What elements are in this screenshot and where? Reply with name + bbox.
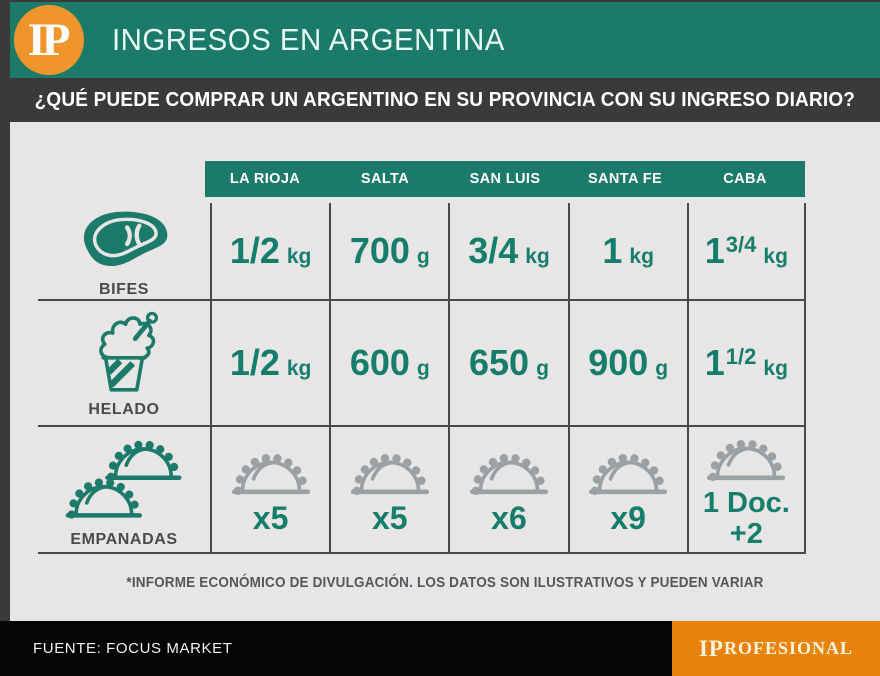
source-text: FUENTE: FOCUS MARKET bbox=[33, 640, 233, 657]
table-background bbox=[10, 122, 880, 621]
column-header-la-rioja: LA RIOJA bbox=[229, 171, 301, 187]
empanada-icon bbox=[344, 444, 436, 501]
table-cell-helado-la-rioja: 1/2 kg bbox=[210, 301, 330, 427]
ice-cream-icon bbox=[99, 311, 158, 392]
question-text: ¿QUÉ PUEDE COMPRAR UN ARGENTINO EN SU PR… bbox=[34, 88, 856, 111]
row-header-empanadas: EMPANADAS bbox=[38, 427, 210, 554]
table-cell-bifes-caba: 13/4 kg bbox=[686, 203, 806, 301]
row-label: HELADO bbox=[88, 400, 160, 418]
disclaimer-note: *INFORME ECONÓMICO DE DIVULGACIÓN. LOS D… bbox=[126, 574, 764, 591]
table-cell-bifes-la-rioja: 1/2 kg bbox=[210, 203, 330, 301]
column-header-bar: LA RIOJA SALTA SAN LUIS SANTA FE CABA bbox=[205, 161, 805, 197]
column-header-san-luis: SAN LUIS bbox=[469, 171, 541, 187]
table-cell-empanadas-caba: 1 Doc. +2 bbox=[686, 427, 806, 554]
iprofesional-logo: IP ROFESIONAL bbox=[672, 621, 880, 676]
empanada-icon bbox=[700, 430, 792, 487]
row-header-helado: HELADO bbox=[38, 301, 210, 427]
table-cell-empanadas-salta: x5 bbox=[329, 427, 449, 554]
ip-logo: IP bbox=[14, 5, 84, 75]
table-cell-bifes-salta: 700 g bbox=[329, 203, 449, 301]
table-cell-helado-santa-fe: 900 g bbox=[567, 301, 687, 427]
row-label: BIFES bbox=[98, 280, 150, 298]
row-header-bifes: BIFES bbox=[38, 203, 210, 301]
page-title: INGRESOS EN ARGENTINA bbox=[112, 22, 505, 57]
table-cell-bifes-santa-fe: 1 kg bbox=[567, 203, 687, 301]
empanada-icon bbox=[463, 444, 555, 501]
column-header-santa-fe: SANTA FE bbox=[587, 171, 663, 187]
table-cell-empanadas-la-rioja: x5 bbox=[210, 427, 330, 554]
question-bar: ¿QUÉ PUEDE COMPRAR UN ARGENTINO EN SU PR… bbox=[10, 78, 880, 122]
column-header-salta: SALTA bbox=[360, 171, 410, 187]
row-label: EMPANADAS bbox=[70, 530, 178, 548]
table-cell-bifes-san-luis: 3/4 kg bbox=[448, 203, 568, 301]
data-table: BIFES 1/2 kg 700 g 3/4 kg 1 kg 13/4 kg bbox=[38, 203, 806, 554]
ip-logo-text: IP bbox=[27, 13, 71, 66]
table-cell-empanadas-santa-fe: x9 bbox=[567, 427, 687, 554]
empanada-icon bbox=[57, 431, 192, 528]
footer-bar: FUENTE: FOCUS MARKET IP ROFESIONAL bbox=[0, 621, 880, 676]
empanada-icon bbox=[225, 444, 317, 501]
header-band bbox=[10, 2, 880, 78]
empanada-icon bbox=[582, 444, 674, 501]
table-cell-helado-caba: 11/2 kg bbox=[686, 301, 806, 427]
table-cell-helado-san-luis: 650 g bbox=[448, 301, 568, 427]
column-header-caba: CABA bbox=[723, 171, 767, 187]
steak-icon bbox=[83, 211, 167, 266]
table-cell-helado-salta: 600 g bbox=[329, 301, 449, 427]
table-cell-empanadas-san-luis: x6 bbox=[448, 427, 568, 554]
